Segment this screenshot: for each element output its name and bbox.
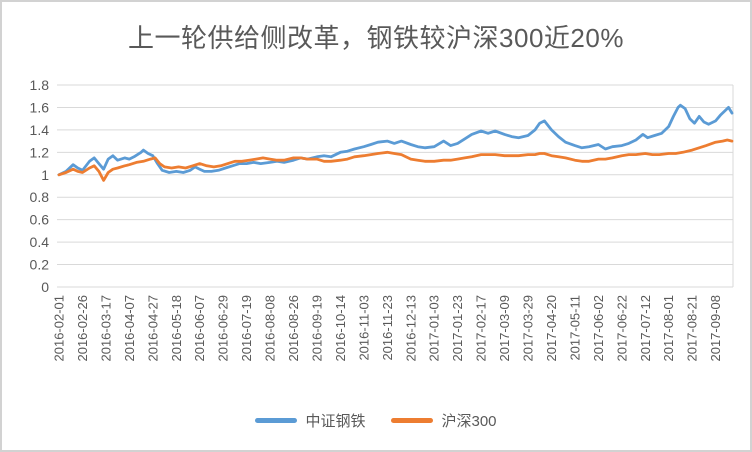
x-tick-label: 2016-08-26 [286,295,301,362]
series-line-1 [57,138,734,182]
x-tick-label: 2016-10-14 [333,295,348,362]
x-tick-label: 2017-01-23 [450,295,465,362]
x-tick-label: 2017-04-20 [544,295,559,362]
x-tick-label: 2016-11-23 [380,295,395,361]
y-tick-label: 0 [41,279,49,295]
legend-label-steel: 中证钢铁 [305,413,366,430]
x-tick-label: 2016-08-08 [263,295,278,362]
x-tick-label: 2016-03-17 [98,295,113,362]
x-tick-label: 2016-02-01 [52,295,67,362]
x-tick-label: 2016-06-29 [216,295,231,362]
y-tick-label: 1 [41,167,49,183]
legend-label-hs300: 沪深300 [441,413,497,430]
x-tick-label: 2016-11-03 [356,295,371,361]
y-tick-label: 1.2 [30,144,50,160]
x-tick-label: 2017-08-21 [685,295,700,362]
legend: 中证钢铁 沪深300 [2,410,750,431]
x-tick-label: 2017-02-17 [474,295,489,362]
x-tick-label: 2016-04-07 [122,295,137,362]
x-tick-label: 2016-06-07 [192,295,207,362]
y-tick-label: 0.4 [30,234,50,250]
y-tick-label: 1.8 [30,77,50,93]
x-tick-label: 2016-02-26 [75,295,90,362]
legend-item-steel: 中证钢铁 [255,410,365,431]
x-tick-label: 2017-03-29 [521,295,536,362]
x-tick-label: 2016-04-27 [145,295,160,362]
x-tick-label: 2017-09-08 [708,295,723,362]
x-tick-label: 2016-05-18 [169,295,184,362]
x-tick-label: 2017-07-12 [638,295,653,362]
x-tick-label: 2017-06-22 [614,295,629,362]
x-tick-label: 2017-05-11 [567,295,582,361]
y-tick-label: 1.6 [30,99,50,115]
y-tick-label: 0.2 [30,257,50,273]
x-tick-label: 2016-07-19 [239,295,254,362]
series-line-0 [57,103,734,177]
y-tick-label: 0.6 [30,212,50,228]
x-tick-label: 2017-03-09 [497,295,512,362]
x-tick-label: 2016-09-19 [310,295,325,362]
x-tick-label: 2017-08-01 [661,295,676,362]
x-tick-label: 2017-06-02 [591,295,606,362]
y-tick-label: 0.8 [30,189,50,205]
steel-series-swatch [255,418,298,423]
chart-title: 上一轮供给侧改革，钢铁较沪深300近20% [128,23,624,53]
x-tick-label: 2017-01-03 [427,295,442,362]
hs300-series-swatch [391,418,434,423]
y-tick-label: 1.4 [30,122,50,138]
legend-item-hs300: 沪深300 [391,410,497,431]
x-tick-label: 2016-12-13 [403,295,418,362]
